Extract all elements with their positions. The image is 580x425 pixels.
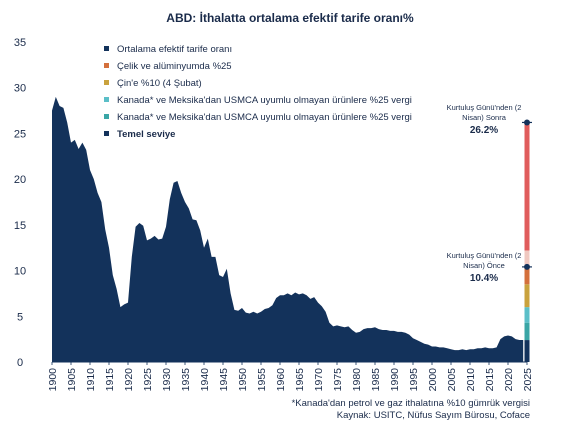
footnote: *Kanada'dan petrol ve gaz ithalatına %10…: [292, 398, 530, 409]
legend-swatch: [104, 114, 109, 119]
y-tick-label: 30: [14, 83, 26, 95]
legend-label: Temel seviye: [117, 129, 175, 140]
x-tick-label: 1995: [408, 368, 420, 392]
y-tick-label: 35: [14, 37, 26, 49]
x-tick-label: 1970: [313, 368, 325, 392]
legend-swatch: [104, 63, 109, 68]
chart-title: ABD: İthalatta ortalama efektif tarife o…: [166, 10, 414, 25]
x-axis: 1900 1905 1910 1915 1920 1925 1930 1935 1940 1945…: [47, 361, 534, 392]
source: Kaynak: USITC, Nüfus Sayım Bürosu, Cofac…: [337, 410, 530, 421]
stack-segment: [524, 250, 530, 267]
x-tick-label: 2000: [427, 368, 439, 392]
x-tick-label: 2015: [484, 368, 496, 392]
stack-segment: [524, 122, 530, 251]
x-tick-label: 2025: [522, 368, 534, 392]
x-tick-label: 1935: [180, 368, 192, 392]
legend-swatch: [104, 97, 109, 102]
stack-segment: [524, 340, 530, 362]
x-tick-label: 1910: [85, 368, 97, 392]
annotation-line1: Kurtuluş Günü'nden (2: [447, 251, 522, 260]
stacked-bar-2025: [522, 119, 532, 362]
annotation-line2: Nisan) Sonra: [462, 113, 507, 122]
x-tick-label: 1990: [389, 368, 401, 392]
legend-label: Çelik ve alüminyumda %25: [117, 61, 232, 72]
x-tick-label: 1930: [161, 368, 173, 392]
stack-marker-dot: [524, 263, 530, 270]
y-tick-label: 10: [14, 266, 26, 278]
stack-segment: [524, 284, 530, 308]
legend-label: Ortalama efektif tarife oranı: [117, 44, 232, 55]
legend-swatch: [104, 46, 109, 51]
legend-label: Kanada* ve Meksika'dan USMCA uyumlu olma…: [117, 95, 412, 106]
annotation-value: 26.2%: [470, 125, 498, 136]
legend-label: Kanada* ve Meksika'dan USMCA uyumlu olma…: [117, 112, 412, 123]
annotation-line2: Nisan) Önce: [463, 261, 505, 270]
x-tick-label: 2005: [446, 368, 458, 392]
x-tick-label: 1975: [332, 368, 344, 392]
legend: Ortalama efektif tarife oranı Çelik ve al…: [104, 44, 412, 140]
x-tick-label: 1920: [123, 368, 135, 392]
legend-label: Çin'e %10 (4 Şubat): [117, 78, 202, 89]
legend-swatch: [104, 131, 109, 136]
annotation-line1: Kurtuluş Günü'nden (2: [447, 103, 522, 112]
x-tick-label: 1955: [256, 368, 268, 392]
x-tick-label: 1960: [275, 368, 287, 392]
x-tick-label: 1980: [351, 368, 363, 392]
area-series-effective-tariff: [52, 96, 524, 363]
x-tick-label: 1950: [237, 368, 249, 392]
x-tick-label: 2010: [465, 368, 477, 392]
x-tick-label: 1915: [104, 368, 116, 392]
x-tick-label: 1985: [370, 368, 382, 392]
y-tick-label: 5: [17, 311, 23, 323]
stack-segment: [524, 307, 530, 323]
x-tick-label: 1940: [199, 368, 211, 392]
x-tick-label: 1945: [218, 368, 230, 392]
y-tick-label: 20: [14, 174, 26, 186]
annotation-value: 10.4%: [470, 273, 498, 284]
stack-segment: [524, 266, 530, 285]
x-tick-label: 2020: [503, 368, 515, 392]
x-tick-label: 1965: [294, 368, 306, 392]
y-tick-label: 15: [14, 220, 26, 232]
y-tick-label: 25: [14, 128, 26, 140]
y-tick-label: 0: [17, 357, 23, 369]
x-tick-label: 1900: [47, 368, 59, 392]
stack-marker-dot: [524, 119, 530, 126]
legend-swatch: [104, 80, 109, 85]
x-tick-label: 1925: [142, 368, 154, 392]
y-axis: 0 5 10 15 20 25 30 35: [14, 37, 26, 369]
x-tick-label: 1905: [66, 368, 78, 392]
stack-segment: [524, 322, 530, 341]
